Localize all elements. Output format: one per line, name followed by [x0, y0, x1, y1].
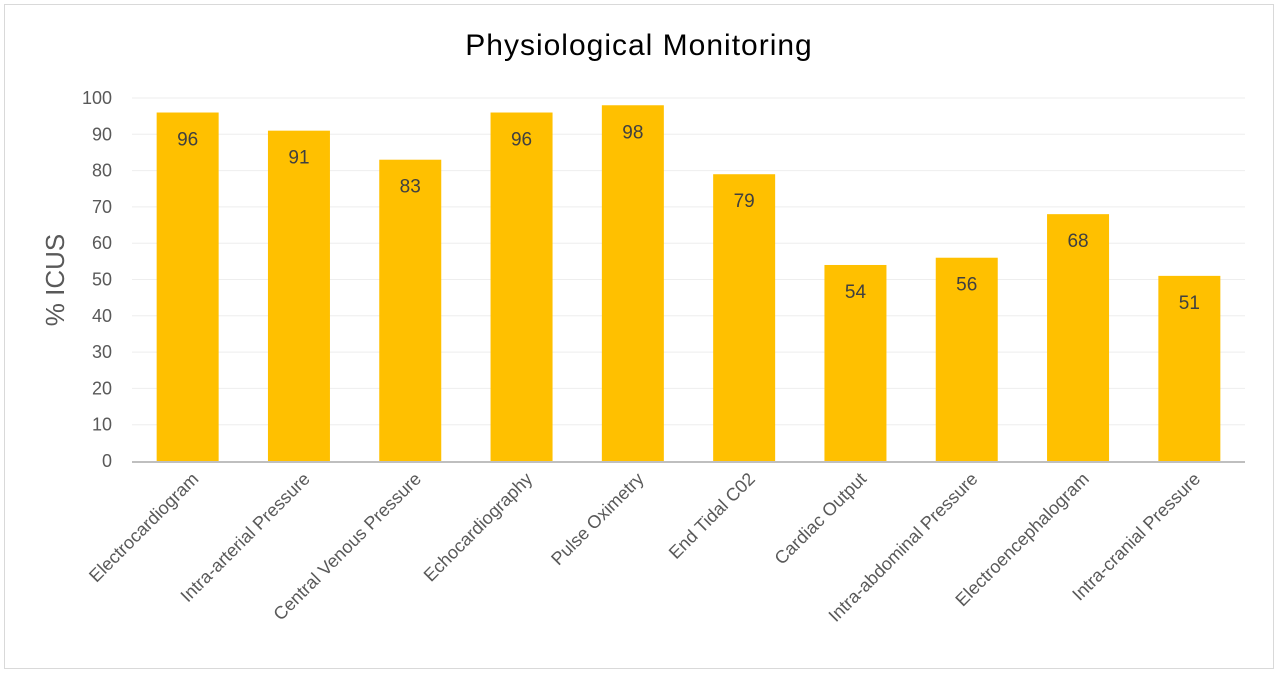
y-tick-label: 50: [92, 270, 112, 290]
y-tick-label: 80: [92, 161, 112, 181]
bar-data-label: 96: [511, 130, 532, 151]
x-tick-label: Intra-cranial Pressure: [1068, 469, 1204, 605]
chart-title: Physiological Monitoring: [465, 29, 813, 62]
bar: [379, 159, 442, 461]
bar-data-label: 96: [177, 130, 198, 151]
bar: [935, 257, 998, 461]
bar: [1047, 214, 1110, 461]
bar-data-label: 51: [1179, 293, 1200, 314]
y-tick-label: 90: [92, 124, 112, 144]
x-tick-label: Electrocardiogram: [85, 469, 202, 586]
x-tick-label: Echocardiography: [420, 469, 537, 586]
bar-data-label: 54: [845, 282, 867, 303]
bar: [601, 105, 664, 461]
y-tick-label: 10: [92, 415, 112, 435]
y-tick-label: 20: [92, 378, 112, 398]
y-tick-label: 70: [92, 197, 112, 217]
x-tick-label: Cardiac Output: [771, 469, 871, 569]
bar: [490, 112, 553, 462]
y-tick-label: 40: [92, 306, 112, 326]
x-tick-label: End Tidal C02: [665, 469, 759, 563]
bar: [156, 112, 219, 462]
x-tick-label: Pulse Oximetry: [547, 469, 647, 569]
y-tick-label: 0: [102, 451, 112, 471]
bar-data-label: 98: [622, 122, 643, 143]
bar-data-label: 91: [288, 148, 309, 169]
data-labels: 96 91 83 96 98 79 54 56 68 51: [177, 122, 1200, 314]
bars: [156, 105, 1221, 462]
y-tick-labels: 0 10 20 30 40 50 60 70 80 90 100: [82, 88, 112, 471]
bar-data-label: 79: [734, 191, 755, 212]
bar-data-label: 68: [1067, 231, 1088, 252]
bar: [713, 174, 776, 462]
bar: [267, 130, 330, 462]
y-tick-label: 100: [82, 88, 112, 108]
bar-data-label: 56: [956, 275, 977, 296]
y-axis-label: % ICUS: [40, 234, 70, 326]
y-tick-label: 30: [92, 342, 112, 362]
bar-data-label: 83: [400, 177, 421, 198]
bar: [824, 264, 887, 461]
bar: [1158, 275, 1221, 461]
y-tick-label: 60: [92, 233, 112, 253]
